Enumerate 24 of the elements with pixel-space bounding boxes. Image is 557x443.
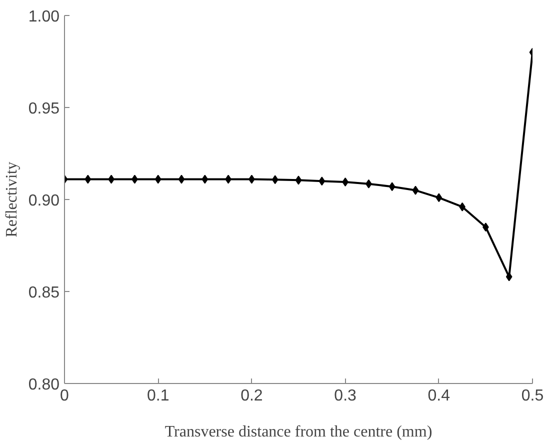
y-tick-label: 0.95 xyxy=(28,100,60,118)
x-tick-label: 0 xyxy=(60,388,70,404)
point xyxy=(506,272,512,282)
point xyxy=(272,175,278,184)
point xyxy=(412,186,419,195)
point xyxy=(295,176,302,185)
y-axis-title: Reflectivity xyxy=(3,162,20,238)
point xyxy=(178,174,185,184)
x-tick-label: 0.3 xyxy=(334,388,357,404)
point xyxy=(202,174,208,184)
y-tick-label: 0.85 xyxy=(28,284,60,302)
x-tick-label: 0.1 xyxy=(146,388,170,404)
point xyxy=(318,176,326,186)
point xyxy=(154,174,162,184)
x-tick-label: 0.4 xyxy=(428,388,450,404)
point xyxy=(84,174,92,184)
y-tick-label: 0.90 xyxy=(28,192,60,210)
x-tick-label: 0.2 xyxy=(240,388,263,404)
point xyxy=(388,182,396,192)
point xyxy=(436,193,442,202)
y-tick-label: 1.00 xyxy=(28,8,60,26)
x-tick-label: 0.5 xyxy=(521,388,544,404)
x-axis-title: Transverse distance from the centre (mm) xyxy=(164,424,432,440)
y-tick-label: 0.80 xyxy=(28,376,60,394)
